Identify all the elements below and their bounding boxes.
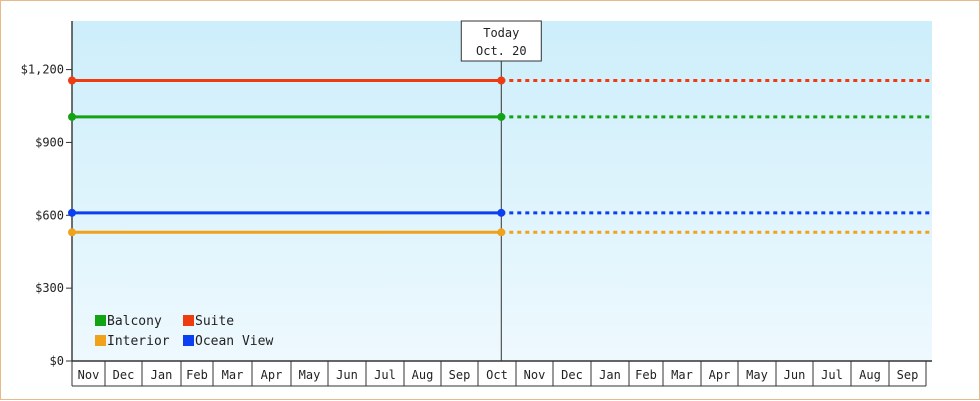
today-label-line2: Oct. 20: [476, 44, 527, 58]
x-tick-label: Sep: [897, 368, 919, 382]
x-tick-label: May: [746, 368, 768, 382]
x-tick-label: Jul: [374, 368, 396, 382]
y-tick-label: $300: [35, 281, 64, 295]
y-tick-label: $900: [35, 135, 64, 149]
series-point-today-ocean-view: [497, 208, 506, 217]
legend-swatch-balcony: [95, 315, 106, 326]
legend-label-interior: Interior: [107, 334, 170, 349]
x-tick-label: Oct: [486, 368, 508, 382]
x-tick-label: Dec: [561, 368, 583, 382]
series-point-today-balcony: [497, 112, 506, 121]
x-tick-label: Nov: [524, 368, 546, 382]
x-tick-label: Mar: [222, 368, 244, 382]
series-point-today-interior: [497, 228, 506, 237]
series-point-start-suite: [68, 76, 76, 85]
x-tick-label: Apr: [709, 368, 731, 382]
legend-label-suite: Suite: [195, 314, 234, 329]
series-point-start-ocean-view: [68, 208, 76, 217]
x-tick-label: Jan: [151, 368, 173, 382]
x-tick-label: Aug: [412, 368, 434, 382]
series-point-today-suite: [497, 76, 506, 85]
x-tick-label: May: [299, 368, 321, 382]
legend-label-balcony: Balcony: [107, 314, 162, 329]
y-tick-label: $1,200: [21, 63, 64, 77]
x-tick-label: Aug: [859, 368, 881, 382]
series-point-start-interior: [68, 228, 76, 237]
plot-area: [72, 21, 932, 361]
x-tick-label: Jun: [784, 368, 806, 382]
x-tick-label: Mar: [671, 368, 693, 382]
x-tick-label: Apr: [261, 368, 283, 382]
legend-swatch-suite: [183, 315, 194, 326]
x-tick-label: Nov: [78, 368, 100, 382]
x-tick-label: Jan: [599, 368, 621, 382]
legend-swatch-ocean-view: [183, 335, 194, 346]
today-label-box: [460, 20, 542, 62]
x-tick-label: Feb: [186, 368, 208, 382]
x-tick-label: Sep: [449, 368, 471, 382]
y-tick-label: $600: [35, 208, 64, 222]
x-tick-label: Jun: [336, 368, 358, 382]
y-tick-label: $0: [50, 354, 64, 368]
today-label-line1: Today: [483, 26, 519, 40]
legend-label-ocean-view: Ocean View: [195, 334, 273, 349]
x-tick-label: Dec: [113, 368, 135, 382]
series-point-start-balcony: [68, 112, 76, 121]
legend-swatch-interior: [95, 335, 106, 346]
x-tick-label: Jul: [821, 368, 843, 382]
x-tick-label: Feb: [635, 368, 657, 382]
